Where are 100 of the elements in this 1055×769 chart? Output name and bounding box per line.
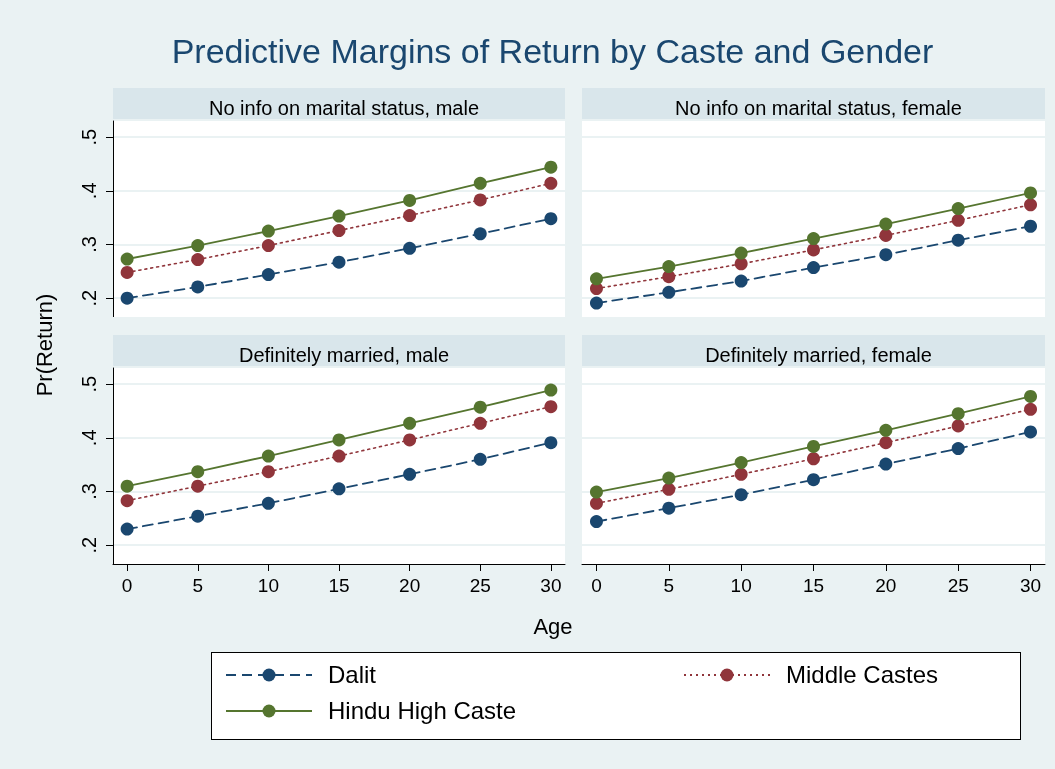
point — [544, 400, 558, 414]
point — [120, 479, 134, 493]
y-tick-label: .2 — [78, 536, 100, 554]
point — [120, 494, 134, 508]
point — [261, 239, 275, 253]
x-tick-label: 30 — [540, 575, 562, 596]
point — [734, 467, 748, 481]
y-tick-label: .5 — [78, 375, 100, 393]
point — [951, 233, 965, 247]
x-axis-title: Age — [533, 614, 573, 640]
y-tick-label: .2 — [78, 289, 100, 307]
point — [544, 176, 558, 190]
point — [473, 416, 487, 430]
point — [120, 291, 134, 305]
point — [403, 209, 417, 223]
point — [589, 515, 603, 529]
y-tick-label: .5 — [78, 128, 100, 146]
point — [261, 268, 275, 282]
x-tick-label: 0 — [591, 575, 602, 596]
point — [807, 439, 820, 453]
point — [473, 452, 487, 466]
point — [951, 202, 965, 216]
point — [1024, 198, 1038, 212]
point — [589, 485, 603, 499]
x-tick-label: 10 — [730, 575, 752, 596]
point — [332, 255, 346, 269]
legend-label: Middle Castes — [786, 661, 939, 689]
text: Predictive Margins of Return by Caste and Gender — [170, 32, 935, 71]
point — [191, 465, 205, 479]
point — [951, 213, 965, 227]
point — [807, 452, 820, 466]
point — [662, 260, 676, 274]
point — [403, 416, 417, 430]
x-tick-label: 25 — [947, 575, 969, 596]
point — [589, 272, 603, 286]
point — [951, 442, 965, 456]
point — [662, 471, 676, 485]
point — [662, 501, 676, 515]
point — [879, 217, 893, 231]
point — [261, 449, 275, 463]
x-tick-label: 15 — [328, 575, 350, 596]
point — [807, 261, 820, 275]
point — [261, 224, 275, 238]
point — [403, 241, 417, 255]
point — [879, 228, 893, 242]
point — [807, 232, 820, 246]
point — [120, 522, 134, 536]
point — [951, 419, 965, 433]
point — [473, 176, 487, 190]
x-tick-label: 10 — [257, 575, 279, 596]
x-tick-label: 0 — [121, 575, 133, 596]
point — [807, 473, 820, 487]
point — [1024, 186, 1038, 200]
x-tick-label: 5 — [663, 575, 675, 596]
point — [120, 252, 134, 266]
point — [734, 246, 748, 260]
point — [403, 433, 417, 447]
point — [544, 383, 558, 397]
point — [191, 509, 205, 523]
point — [879, 457, 893, 471]
point — [473, 227, 487, 241]
point — [734, 488, 748, 502]
point — [951, 407, 965, 421]
y-tick-label: .4 — [78, 182, 100, 200]
y-tick-label: .3 — [78, 236, 100, 253]
point — [1024, 402, 1038, 416]
chart-title: No info on marital status, female — [675, 97, 962, 119]
point — [1024, 389, 1038, 403]
point — [332, 433, 346, 447]
point — [332, 224, 346, 238]
point — [332, 209, 346, 223]
y-tick-label: .3 — [78, 483, 100, 500]
point — [403, 467, 417, 481]
point — [473, 193, 487, 207]
point — [332, 482, 346, 496]
legend-label: Dalit — [328, 661, 377, 689]
x-tick-label: 25 — [469, 575, 491, 596]
x-tick-label: 30 — [1019, 575, 1042, 596]
x-tick-label: 20 — [875, 575, 897, 596]
point — [191, 280, 205, 294]
point — [662, 482, 676, 496]
point — [261, 496, 275, 510]
chart-title: Definitely married, female — [705, 344, 932, 366]
x-tick-label: 5 — [192, 575, 204, 596]
point — [734, 274, 748, 288]
point — [403, 193, 417, 207]
y-tick-label: .4 — [78, 429, 100, 447]
x-tick-label: 15 — [802, 575, 825, 596]
y-axis-title: Pr(Return) — [32, 293, 58, 397]
x-tick-label: 20 — [399, 575, 421, 596]
chart-title: No info on marital status, male — [208, 97, 480, 119]
point — [332, 449, 346, 463]
point — [191, 479, 205, 493]
point — [544, 160, 558, 174]
point — [120, 265, 134, 279]
legend-label: Hindu High Caste — [328, 697, 517, 725]
point — [662, 285, 676, 299]
point — [879, 423, 893, 437]
point — [261, 465, 275, 479]
point — [544, 436, 558, 450]
